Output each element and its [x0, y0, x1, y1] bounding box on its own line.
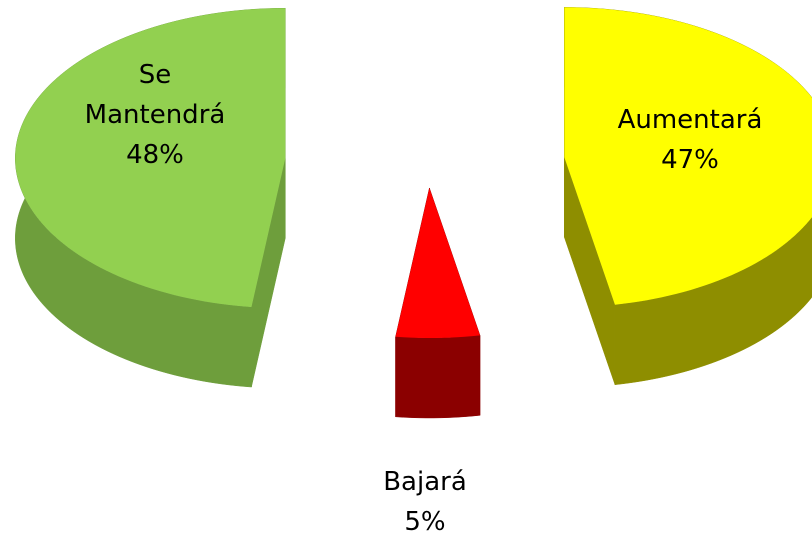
slice [395, 187, 481, 419]
data-label: Se Mantendrá 48% [80, 55, 230, 175]
slice-name: Se Mantendrá [84, 60, 226, 130]
slice [564, 7, 812, 385]
slice-top [564, 7, 812, 305]
slice-value: 5% [404, 507, 446, 537]
slice-side [395, 335, 481, 419]
slice-name: Aumentará [617, 105, 763, 135]
data-label: Bajará 5% [335, 462, 515, 538]
slice-name: Bajará [383, 467, 467, 497]
slice-value: 47% [661, 145, 719, 175]
slice-top [395, 187, 480, 338]
slice-top [15, 8, 286, 308]
data-label: Aumentará 47% [600, 100, 780, 180]
slice-value: 48% [126, 140, 184, 170]
slice [15, 7, 286, 388]
